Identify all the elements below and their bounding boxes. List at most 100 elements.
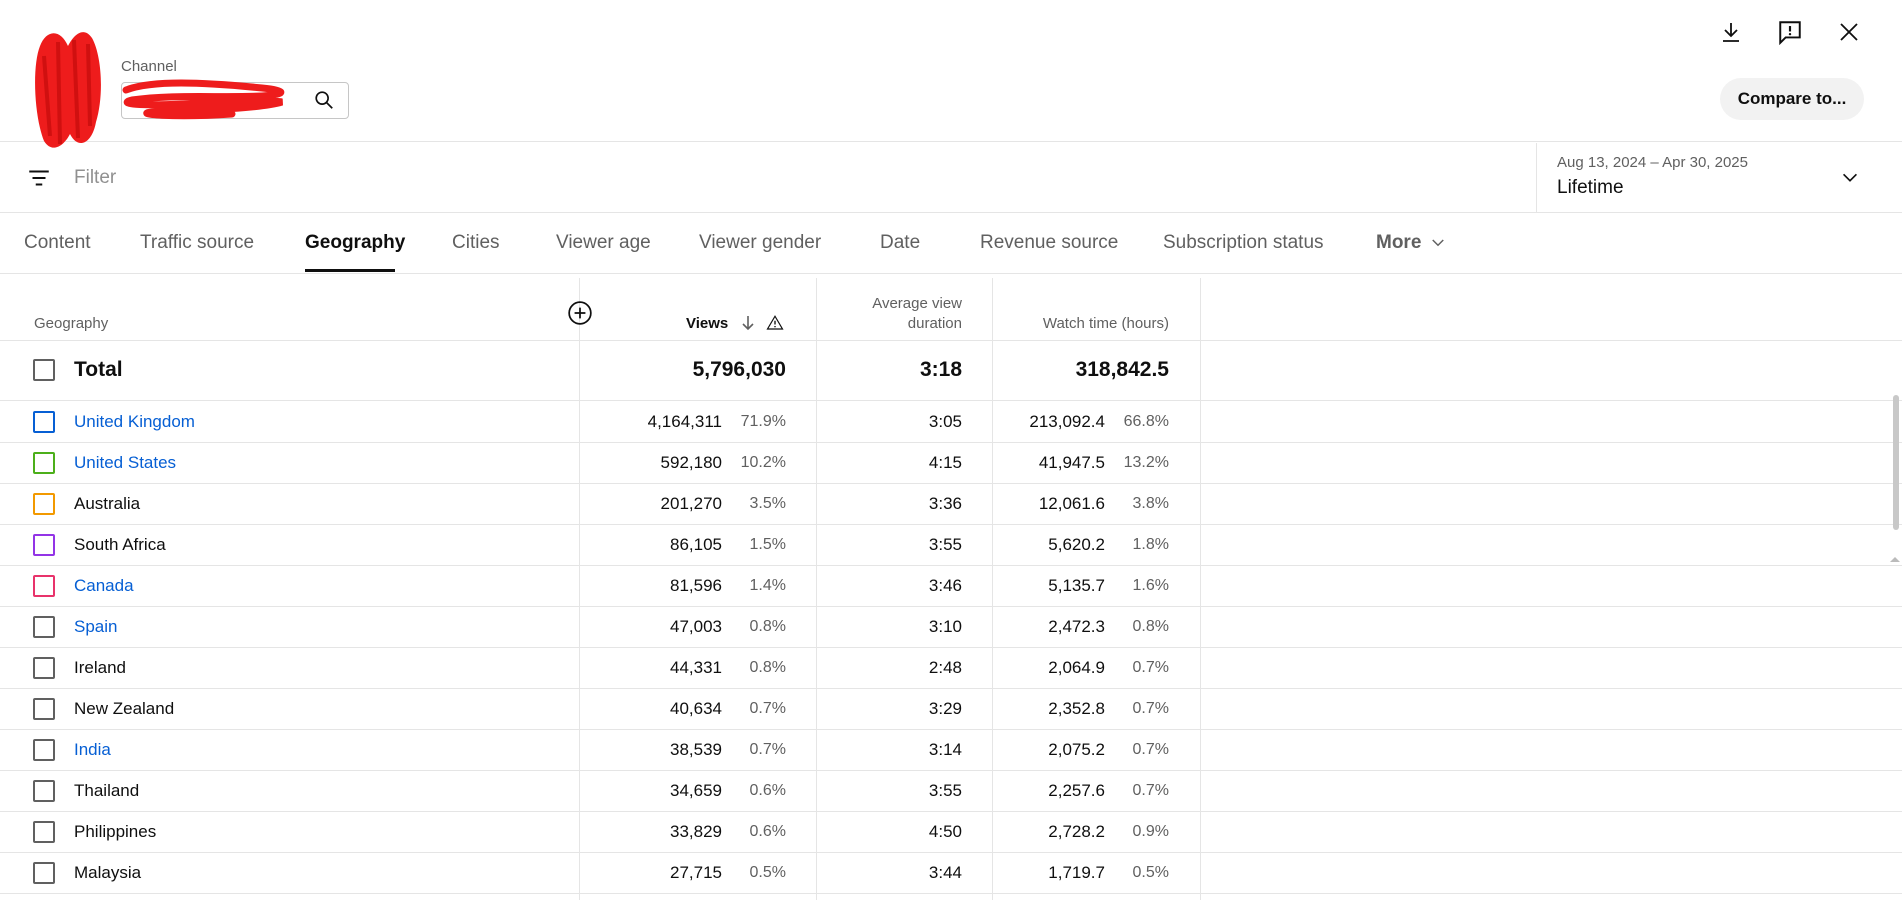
tab-viewer-age[interactable]: Viewer age — [556, 232, 651, 253]
table-row: Ireland 44,331 0.8% 2:48 2,064.9 0.7% — [0, 648, 1902, 689]
tab-geography[interactable]: Geography — [305, 232, 406, 253]
total-checkbox[interactable] — [33, 359, 55, 381]
views-value: 38,539 — [670, 740, 722, 759]
row-checkbox[interactable] — [33, 411, 55, 433]
watch-time-percent: 0.7% — [1132, 700, 1169, 717]
add-column-icon[interactable] — [567, 300, 593, 326]
tab-more[interactable]: More — [1376, 232, 1447, 254]
column-divider — [579, 278, 580, 900]
table-row: India 38,539 0.7% 3:14 2,075.2 0.7% — [0, 730, 1902, 771]
country-name[interactable]: Spain — [74, 617, 118, 636]
tab-subscription-status[interactable]: Subscription status — [1163, 232, 1324, 253]
scroll-up-arrow[interactable] — [1890, 557, 1900, 562]
watch-time-value: 2,352.8 — [1048, 699, 1105, 718]
views-value: 47,003 — [670, 617, 722, 636]
row-checkbox[interactable] — [33, 739, 55, 761]
table-row: Spain 47,003 0.8% 3:10 2,472.3 0.8% — [0, 607, 1902, 648]
avg-view-duration-value: 4:15 — [928, 453, 962, 472]
watch-time-value: 5,135.7 — [1048, 576, 1105, 595]
row-checkbox[interactable] — [33, 493, 55, 515]
tab-more-label: More — [1376, 232, 1422, 253]
country-name: Australia — [74, 494, 141, 513]
filter-bar: Filter Aug 13, 2024 – Apr 30, 2025 Lifet… — [0, 143, 1902, 213]
views-value: 34,659 — [670, 781, 722, 800]
avg-view-duration-value: 4:50 — [928, 822, 962, 841]
filter-icon[interactable] — [26, 165, 52, 191]
date-range-text: Aug 13, 2024 – Apr 30, 2025 — [1557, 154, 1748, 171]
views-percent: 0.6% — [749, 823, 786, 840]
scrollbar-thumb[interactable] — [1893, 395, 1899, 530]
close-icon[interactable] — [1833, 16, 1865, 48]
date-range-selector[interactable]: Aug 13, 2024 – Apr 30, 2025 Lifetime — [1536, 143, 1902, 213]
views-percent: 71.9% — [740, 413, 786, 430]
filter-input[interactable]: Filter — [74, 167, 117, 188]
views-percent: 1.4% — [749, 577, 786, 594]
chevron-down-icon — [1432, 239, 1445, 247]
search-icon[interactable] — [313, 89, 335, 111]
compare-to-button[interactable]: Compare to... — [1720, 78, 1864, 120]
dimension-tabs: Content Traffic source Geography Cities … — [0, 214, 1902, 274]
table-row: New Zealand 40,634 0.7% 3:29 2,352.8 0.7% — [0, 689, 1902, 730]
watch-time-value: 2,075.2 — [1048, 740, 1105, 759]
country-name: Thailand — [74, 781, 140, 800]
country-name[interactable]: India — [74, 740, 111, 759]
watch-time-value: 41,947.5 — [1038, 453, 1105, 472]
country-name: New Zealand — [74, 699, 175, 718]
table-row: Canada 81,596 1.4% 3:46 5,135.7 1.6% — [0, 566, 1902, 607]
watch-time-percent: 3.8% — [1132, 495, 1169, 512]
tab-revenue-source[interactable]: Revenue source — [980, 232, 1119, 253]
column-header-avg-view-duration[interactable]: Average view duration — [872, 294, 962, 334]
watch-time-value: 2,064.9 — [1048, 658, 1105, 677]
views-percent: 3.5% — [749, 495, 786, 512]
watch-time-value: 1,719.7 — [1048, 863, 1105, 882]
watch-time-percent: 0.7% — [1132, 659, 1169, 676]
column-header-views[interactable]: Views — [686, 315, 729, 332]
column-header-watch-time[interactable]: Watch time (hours) — [1042, 315, 1169, 332]
tab-traffic-source[interactable]: Traffic source — [140, 232, 255, 253]
avg-view-duration-value: 3:29 — [928, 699, 962, 718]
total-row: Total 5,796,030 3:18 318,842.5 — [0, 341, 1902, 401]
views-percent: 1.5% — [749, 536, 786, 553]
column-divider — [1200, 278, 1201, 900]
avg-view-duration-value: 3:46 — [928, 576, 962, 595]
row-checkbox[interactable] — [33, 821, 55, 843]
country-name[interactable]: United Kingdom — [74, 412, 195, 431]
views-value: 44,331 — [670, 658, 722, 677]
feedback-icon[interactable] — [1774, 16, 1806, 48]
row-checkbox[interactable] — [33, 575, 55, 597]
warning-icon[interactable] — [766, 314, 784, 332]
country-name: Ireland — [74, 658, 126, 677]
chevron-down-icon — [1842, 173, 1858, 182]
row-checkbox[interactable] — [33, 780, 55, 802]
row-checkbox[interactable] — [33, 698, 55, 720]
row-checkbox[interactable] — [33, 452, 55, 474]
avg-view-duration-value: 3:44 — [928, 863, 962, 882]
views-value: 4,164,311 — [647, 412, 722, 431]
row-checkbox[interactable] — [33, 657, 55, 679]
tab-viewer-gender[interactable]: Viewer gender — [699, 232, 822, 253]
avg-view-duration-value: 3:05 — [928, 412, 962, 431]
active-tab-indicator — [305, 269, 395, 272]
country-name[interactable]: United States — [74, 453, 177, 472]
tab-content[interactable]: Content — [24, 232, 91, 253]
row-checkbox[interactable] — [33, 862, 55, 884]
views-percent: 0.5% — [749, 864, 786, 881]
table-row: Thailand 34,659 0.6% 3:55 2,257.6 0.7% — [0, 771, 1902, 812]
row-checkbox[interactable] — [33, 616, 55, 638]
views-value: 27,715 — [670, 863, 722, 882]
country-name[interactable]: Canada — [74, 576, 134, 595]
table-row: Philippines 33,829 0.6% 4:50 2,728.2 0.9% — [0, 812, 1902, 853]
avg-view-duration-value: 2:48 — [928, 658, 962, 677]
avd-header-line2: duration — [907, 315, 962, 332]
download-icon[interactable] — [1715, 16, 1747, 48]
sort-descending-icon[interactable] — [740, 314, 756, 332]
row-checkbox[interactable] — [33, 534, 55, 556]
column-divider — [816, 278, 817, 900]
avg-view-duration-value: 3:55 — [928, 781, 962, 800]
tab-date[interactable]: Date — [880, 232, 921, 253]
country-name: South Africa — [74, 535, 166, 554]
watch-time-value: 5,620.2 — [1048, 535, 1105, 554]
watch-time-percent: 66.8% — [1123, 413, 1169, 430]
watch-time-percent: 0.8% — [1132, 618, 1169, 635]
tab-cities[interactable]: Cities — [452, 232, 500, 253]
